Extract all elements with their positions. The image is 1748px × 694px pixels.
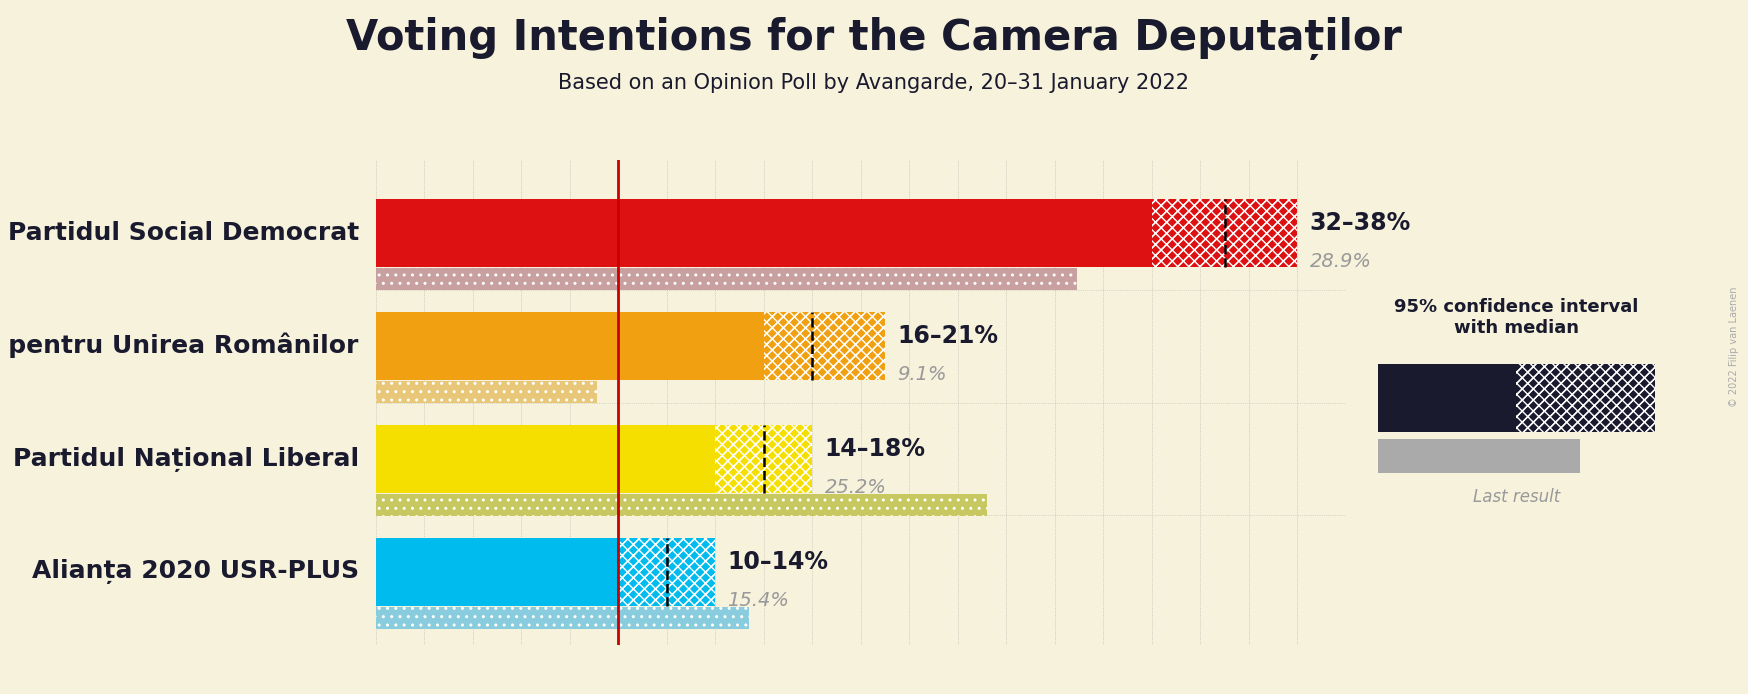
Bar <box>376 607 750 629</box>
Bar <box>376 381 596 403</box>
Bar <box>1517 364 1655 432</box>
Bar <box>764 312 884 380</box>
Text: Based on an Opinion Poll by Avangarde, 20–31 January 2022: Based on an Opinion Poll by Avangarde, 2… <box>559 73 1189 93</box>
Bar <box>1517 364 1655 432</box>
Text: 15.4%: 15.4% <box>727 591 790 610</box>
Bar <box>376 268 1077 290</box>
Bar <box>376 268 1077 290</box>
Text: Alianța 2020 USR-PLUS: Alianța 2020 USR-PLUS <box>31 559 358 584</box>
Bar <box>376 538 619 606</box>
Text: 16–21%: 16–21% <box>897 324 998 348</box>
Text: 9.1%: 9.1% <box>897 365 947 384</box>
Bar <box>1152 199 1297 267</box>
Text: 10–14%: 10–14% <box>727 550 829 574</box>
Bar <box>715 425 813 493</box>
Bar <box>376 494 988 516</box>
Bar <box>619 538 715 606</box>
Text: Partidul Național Liberal: Partidul Național Liberal <box>12 446 358 471</box>
Bar <box>764 312 884 380</box>
Text: 32–38%: 32–38% <box>1309 211 1411 235</box>
Text: 95% confidence interval
with median: 95% confidence interval with median <box>1395 298 1638 337</box>
Bar <box>376 494 988 516</box>
Bar <box>715 425 813 493</box>
Text: Partidul Social Democrat: Partidul Social Democrat <box>7 221 358 245</box>
Bar <box>1377 364 1517 432</box>
Bar <box>764 312 884 380</box>
Bar <box>376 199 1152 267</box>
Text: 28.9%: 28.9% <box>1309 253 1372 271</box>
Bar <box>376 607 750 629</box>
Bar <box>1517 364 1655 432</box>
Text: 25.2%: 25.2% <box>825 478 886 498</box>
Bar <box>619 538 715 606</box>
Bar <box>376 312 764 380</box>
Bar <box>715 425 813 493</box>
Text: Voting Intentions for the Camera Deputaților: Voting Intentions for the Camera Deputaț… <box>346 17 1402 60</box>
Bar <box>376 425 715 493</box>
Bar <box>1377 439 1580 473</box>
Bar <box>1152 199 1297 267</box>
Bar <box>376 381 596 403</box>
Bar <box>619 538 715 606</box>
Bar <box>1152 199 1297 267</box>
Text: Alianța pentru Unirea Românilor: Alianța pentru Unirea Românilor <box>0 333 358 359</box>
Text: © 2022 Filip van Laenen: © 2022 Filip van Laenen <box>1729 287 1739 407</box>
Text: Last result: Last result <box>1474 488 1559 506</box>
Text: 14–18%: 14–18% <box>825 437 925 461</box>
